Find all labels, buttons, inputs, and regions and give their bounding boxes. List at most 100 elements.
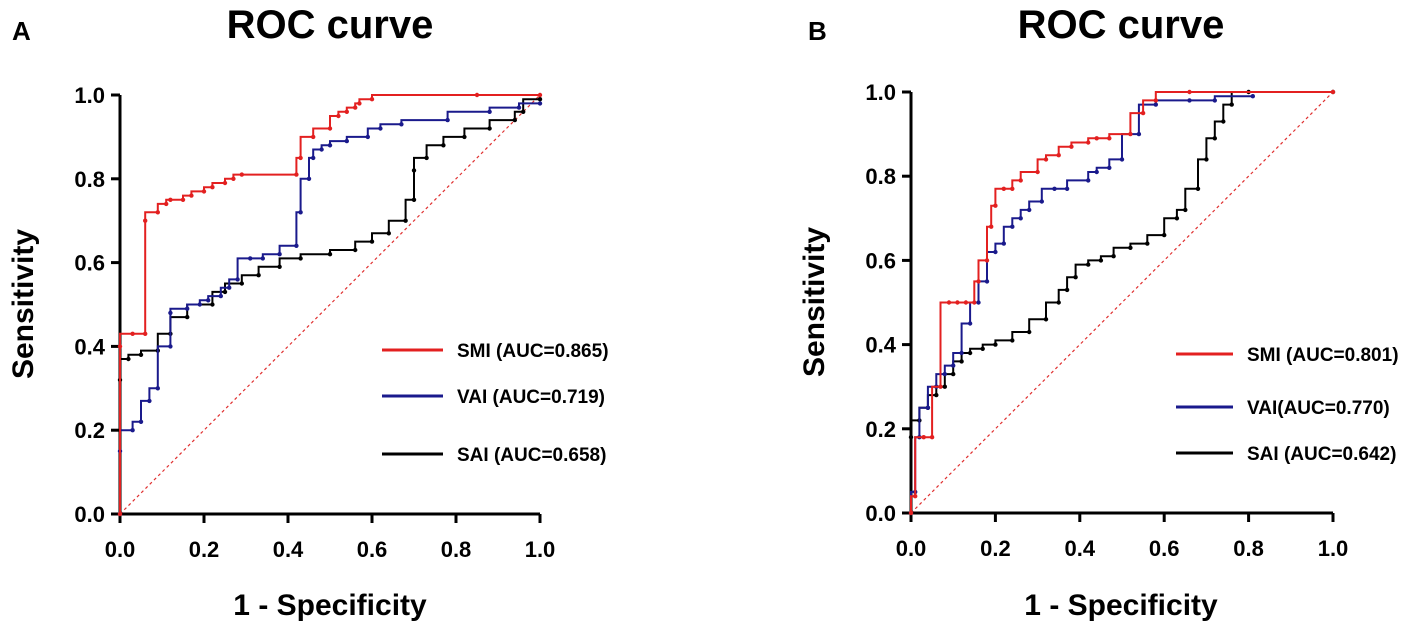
roc-point: [1073, 275, 1078, 280]
roc-point: [976, 300, 981, 305]
chart-title: ROC curve: [227, 3, 434, 47]
roc-point: [989, 224, 994, 229]
roc-point: [537, 101, 543, 106]
roc-point: [298, 256, 303, 261]
roc-point: [411, 168, 417, 173]
roc-point: [1064, 186, 1070, 191]
roc-point: [369, 239, 375, 244]
roc-point: [201, 189, 207, 194]
roc-point: [1039, 199, 1045, 204]
roc-point: [239, 281, 244, 286]
roc-point: [1043, 157, 1049, 162]
roc-point: [168, 344, 173, 349]
roc-point: [298, 210, 303, 215]
y-tick-label: 0.8: [865, 164, 896, 189]
x-tick-label: 0.8: [1233, 536, 1264, 561]
roc-chart-b: ROC curve 0.0 0.2 0.4 0.6 0.8 1.0 0.0 0.2 0.4 0.6 0…: [798, 3, 1399, 622]
x-tick-label: 0.2: [189, 537, 220, 562]
roc-point: [336, 113, 341, 119]
roc-point: [951, 371, 956, 377]
y-tick-label: 0.4: [74, 334, 105, 359]
roc-point: [130, 331, 135, 336]
y-tick-label: 0.6: [74, 251, 105, 276]
roc-point: [206, 298, 211, 303]
roc-point: [386, 231, 391, 236]
x-axis-title: 1 - Specificity: [1024, 589, 1218, 622]
y-tick-label: 1.0: [865, 80, 896, 105]
roc-point: [1010, 338, 1015, 343]
chart-title: ROC curve: [1018, 3, 1225, 47]
roc-point: [967, 321, 973, 326]
roc-point: [185, 314, 190, 320]
roc-point: [1001, 241, 1006, 246]
roc-point: [239, 172, 244, 177]
roc-point: [155, 386, 160, 391]
roc-point: [180, 197, 186, 202]
y-tick-label: 0.2: [865, 417, 896, 442]
legend-label: SAI (AUC=0.658): [457, 445, 606, 466]
roc-point: [1140, 110, 1146, 116]
roc-point: [260, 256, 265, 261]
legend-label: VAI (AUC=0.719): [457, 387, 605, 408]
roc-point: [959, 350, 964, 356]
roc-point: [210, 302, 215, 307]
y-tick-label: 0.4: [865, 333, 896, 358]
roc-point: [378, 126, 383, 131]
roc-point: [222, 180, 228, 186]
roc-point: [993, 203, 998, 208]
roc-point: [984, 279, 990, 284]
roc-point: [1010, 224, 1015, 229]
reference-diagonal: [119, 94, 541, 515]
roc-point: [1086, 178, 1091, 183]
roc-point: [1035, 169, 1040, 175]
roc-point: [1111, 254, 1116, 259]
roc-point: [908, 510, 914, 516]
roc-point: [197, 302, 202, 307]
roc-point: [231, 176, 236, 181]
roc-point: [235, 277, 240, 282]
roc-point: [959, 359, 964, 364]
roc-point: [117, 511, 123, 517]
roc-chart-a: ROC curve 0.0 0.2 0.4 0.6 0.8 1.0 0.0 0.2 0.4 0.6 0…: [7, 3, 609, 622]
y-tick-label: 0.6: [865, 248, 896, 273]
roc-point: [403, 218, 408, 223]
roc-point: [1052, 186, 1057, 191]
roc-point: [353, 247, 358, 253]
roc-point: [1162, 232, 1167, 238]
legend-label: VAI(AUC=0.770): [1247, 398, 1390, 419]
x-tick-label: 1.0: [525, 537, 556, 562]
roc-point: [130, 428, 135, 433]
roc-point: [411, 197, 417, 202]
roc-point: [1187, 89, 1192, 95]
roc-point: [1330, 89, 1336, 95]
roc-point: [168, 197, 173, 202]
roc-point: [1212, 98, 1218, 103]
roc-point: [294, 243, 299, 248]
roc-point: [277, 252, 282, 257]
roc-point: [993, 249, 998, 255]
roc-point: [537, 92, 543, 98]
x-tick-label: 0.2: [980, 536, 1011, 561]
y-tick-label: 0.2: [74, 418, 105, 443]
roc-point: [445, 117, 450, 123]
roc-point: [1128, 131, 1133, 137]
roc-point: [147, 398, 152, 404]
roc-point: [972, 300, 977, 305]
roc-point: [441, 143, 446, 148]
roc-point: [934, 392, 939, 398]
roc-point: [294, 172, 299, 177]
roc-point: [521, 109, 526, 115]
x-tick-label: 0.6: [1149, 536, 1180, 561]
roc-point: [1010, 186, 1015, 191]
roc-point: [1229, 102, 1234, 107]
panel-letter-a: A: [12, 16, 31, 46]
roc-point: [399, 122, 404, 127]
roc-point: [277, 264, 282, 269]
roc-point: [327, 126, 333, 131]
roc-point: [424, 155, 429, 161]
roc-point: [298, 155, 303, 161]
roc-point: [357, 101, 362, 106]
legend-label: SMI (AUC=0.801): [1247, 345, 1399, 366]
roc-point: [942, 371, 947, 377]
